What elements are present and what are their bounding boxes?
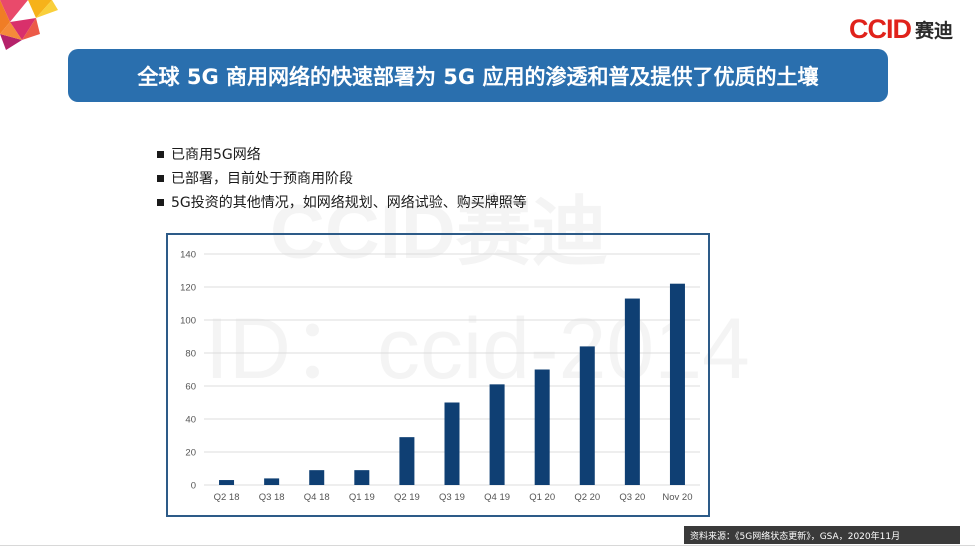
y-tick-label: 100: [180, 316, 196, 327]
x-tick-label: Q3 18: [259, 492, 285, 503]
bullet-square-icon: [157, 174, 164, 182]
bar: [219, 480, 235, 485]
bullet-square-icon: [157, 198, 164, 206]
x-tick-label: Q1 19: [349, 492, 375, 503]
bar: [264, 478, 280, 485]
bar: [444, 402, 460, 485]
y-tick-label: 40: [185, 415, 196, 426]
bottom-divider: [0, 545, 975, 546]
title-banner: 全球 5G 商用网络的快速部署为 5G 应用的渗透和普及提供了优质的土壤: [68, 49, 888, 102]
bar-chart: 0 20 40 60 80 100 120 140 Q2 18 Q3 18 Q4 18 Q1 19 Q2…: [180, 250, 700, 503]
bar: [354, 470, 370, 485]
y-tick-label: 60: [185, 382, 196, 393]
x-tick-label: Q3 19: [439, 492, 465, 503]
page-title: 全球 5G 商用网络的快速部署为 5G 应用的渗透和普及提供了优质的土壤: [137, 64, 819, 89]
source-note: 资料来源：《5G网络状态更新》，GSA，2020年11月: [684, 526, 960, 544]
x-tick-label: Q4 19: [484, 492, 510, 503]
x-tick-label: Q2 20: [574, 492, 600, 503]
chart-frame: 0 20 40 60 80 100 120 140 Q2 18 Q3 18 Q4 18 Q1 19 Q2…: [166, 233, 710, 517]
corner-decoration: [0, 0, 58, 50]
bar: [399, 437, 415, 485]
bullet-item: 已商用5G网络: [157, 142, 527, 166]
bullet-item: 5G投资的其他情况，如网络规划、网络试验、购买牌照等: [157, 190, 527, 214]
bullet-text: 5G投资的其他情况，如网络规划、网络试验、购买牌照等: [171, 195, 527, 211]
bullet-list: 已商用5G网络 已部署，目前处于预商用阶段 5G投资的其他情况，如网络规划、网络…: [157, 142, 527, 214]
bar: [309, 470, 325, 485]
bar: [579, 346, 595, 485]
ccid-logo: CCID 赛迪: [849, 14, 953, 45]
bar: [489, 384, 505, 485]
bar: [534, 369, 550, 485]
x-tick-label: Q2 18: [214, 492, 240, 503]
x-tick-label: Q3 20: [619, 492, 645, 503]
bullet-square-icon: [157, 150, 164, 158]
y-tick-label: 80: [185, 349, 196, 360]
x-tick-label: Q1 20: [529, 492, 555, 503]
x-tick-label: Q4 18: [304, 492, 330, 503]
bullet-text: 已商用5G网络: [171, 147, 261, 163]
bar: [669, 283, 685, 485]
y-tick-label: 0: [191, 481, 196, 492]
y-tick-label: 20: [185, 448, 196, 459]
logo-brand: CCID: [848, 14, 912, 44]
bullet-item: 已部署，目前处于预商用阶段: [157, 166, 527, 190]
y-tick-label: 120: [180, 283, 196, 294]
bar: [624, 298, 640, 485]
x-tick-label: Q2 19: [394, 492, 420, 503]
source-text: 资料来源：《5G网络状态更新》，GSA，2020年11月: [690, 531, 901, 542]
bullet-text: 已部署，目前处于预商用阶段: [171, 171, 353, 187]
logo-brand-cn: 赛迪: [914, 20, 953, 42]
y-tick-label: 140: [180, 250, 196, 261]
x-tick-label: Nov 20: [662, 492, 692, 503]
